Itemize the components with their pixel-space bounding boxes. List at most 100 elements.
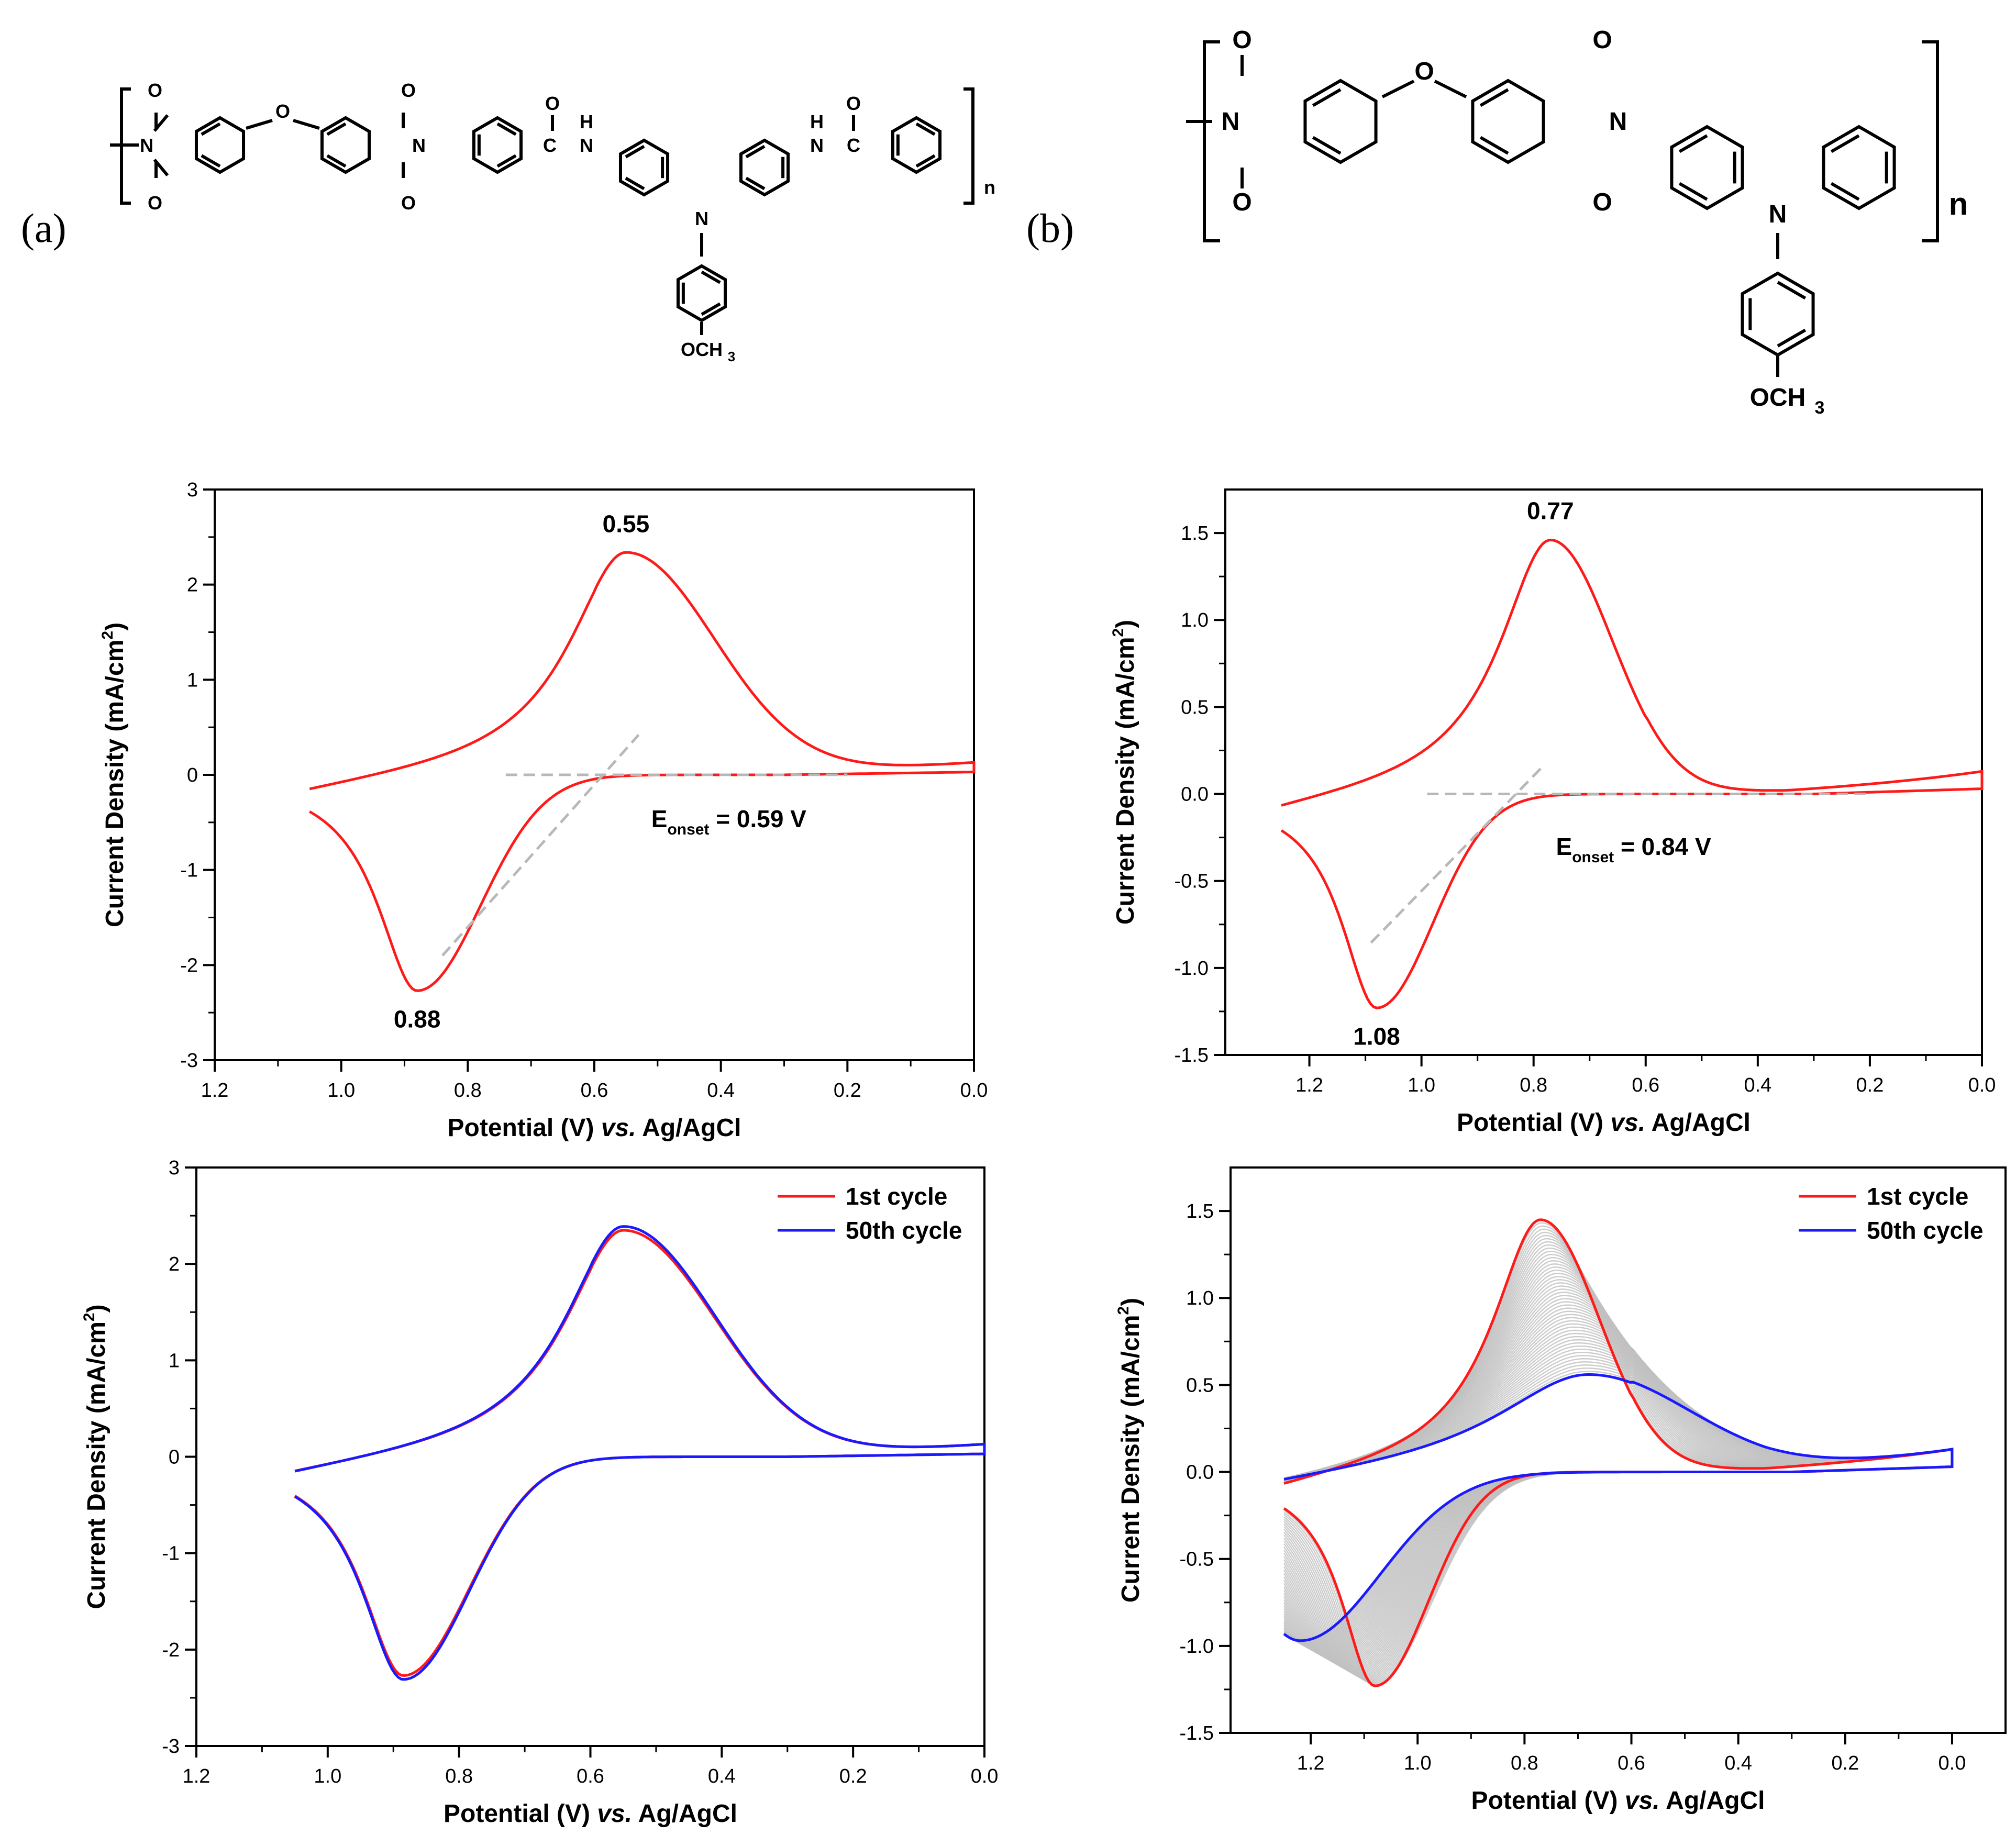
benzene-ring-double-bond	[701, 270, 721, 284]
atom-label: O	[401, 192, 416, 214]
methoxy-group: OCH	[681, 339, 723, 360]
onset-annotation: Eonset = 0.59 V	[651, 805, 806, 838]
plot-frame	[1229, 1166, 2007, 1734]
legend-label: 1st cycle	[1867, 1183, 1968, 1210]
y-tick-label: -0.5	[1175, 871, 1209, 893]
benzene-ring-double-bond	[745, 144, 766, 159]
x-axis-label-part: Potential (V)	[1457, 1109, 1610, 1137]
x-axis-label-part: Ag/AgCl	[1660, 1787, 1765, 1815]
benzene-ring	[1741, 271, 1815, 357]
bond	[1434, 80, 1467, 98]
x-tick-label: 0.0	[1939, 1752, 1966, 1774]
x-axis-label-part: Ag/AgCl	[636, 1114, 741, 1142]
y-tick-label: -1	[180, 860, 198, 882]
x-tick-label: 1.0	[327, 1080, 355, 1102]
methoxy-group: OCH	[1750, 384, 1806, 412]
x-axis-label-part: vs.	[1625, 1787, 1660, 1815]
onset-annotation: Eonset = 0.84 V	[1556, 833, 1711, 866]
y-axis-label: Current Density (mA/cm2)	[1110, 620, 1139, 925]
legend-label: 50th cycle	[1867, 1217, 1983, 1244]
x-axis-label: Potential (V) vs. Ag/AgCl	[1457, 1109, 1751, 1137]
x-tick-label: 1.2	[1297, 1752, 1325, 1774]
y-tick-label: -2	[180, 954, 198, 976]
panel-label-a: (a)	[21, 205, 67, 251]
chart-top-right: 1.2 1.0 0.8 0.6 0.4 0.2 0.0 1.5 1.0 0.5 0.0 -0.5 -1.…	[1110, 488, 1996, 1137]
y-tick-label: -1.0	[1180, 1636, 1214, 1658]
x-axis-label-part: vs.	[1610, 1109, 1645, 1137]
benzene-ring	[618, 138, 670, 197]
atom-label: O	[1592, 188, 1612, 216]
chart-bottom-left: 1.2 1.0 0.8 0.6 0.4 0.2 0.0 3 2 1 0 -1 -2 -3 Potential…	[81, 1157, 998, 1828]
series-line-1st-cycle	[294, 1229, 986, 1677]
benzene-ring-double-bond	[1678, 182, 1708, 201]
x-tick-label: 0.8	[1520, 1074, 1547, 1096]
repeat-n: n	[1949, 186, 1968, 221]
benzene-ring-double-bond	[326, 154, 347, 168]
atom-label: N	[580, 135, 593, 156]
bond	[293, 119, 320, 130]
subscript-3: 3	[1815, 398, 1825, 418]
atom-label: N	[1222, 108, 1240, 136]
y-tick-label: 3	[169, 1157, 180, 1179]
chart-top-left: 1.2 1.0 0.8 0.6 0.4 0.2 0.0 3 2 1 0 -1 -2 -3 Potential…	[99, 479, 988, 1142]
atom-label: N	[810, 135, 824, 156]
x-tick-label: 0.8	[1511, 1752, 1538, 1774]
benzene-ring	[1670, 125, 1744, 210]
benzene-ring-double-bond	[201, 154, 221, 168]
atom-label: O	[545, 93, 560, 114]
x-tick-label: 0.2	[1856, 1074, 1884, 1096]
structure-b-polyimide: n N O O O N O O N OCH 3	[1186, 26, 1968, 418]
x-axis-label-part: Potential (V)	[448, 1114, 601, 1142]
benzene-ring-double-bond	[625, 176, 645, 191]
y-tick-label: 1.0	[1181, 609, 1209, 631]
y-axis-label: Current Density (mA/cm2)	[81, 1304, 110, 1609]
y-tick-label: -1.0	[1175, 958, 1209, 980]
benzene-ring-double-bond	[1312, 136, 1342, 155]
y-tick-label: 0.5	[1181, 696, 1209, 718]
y-tick-label: -2	[162, 1639, 180, 1661]
atom-label: O	[148, 192, 162, 214]
peak-label: 1.08	[1353, 1022, 1400, 1050]
x-tick-label: 1.2	[1295, 1074, 1323, 1096]
benzene-ring-double-bond	[1678, 134, 1708, 153]
x-axis-label: Potential (V) vs. Ag/AgCl	[444, 1800, 737, 1828]
x-tick-label: 0.2	[834, 1080, 861, 1102]
atom-label: N	[1609, 108, 1627, 136]
x-tick-label: 1.2	[201, 1080, 229, 1102]
series-line-50th-cycle	[294, 1225, 986, 1681]
atom-label: O	[1592, 26, 1612, 54]
y-tick-label: 2	[169, 1253, 180, 1275]
benzene-ring-double-bond	[701, 302, 721, 316]
bracket-left	[1203, 40, 1220, 242]
atom-label: O	[1232, 26, 1251, 54]
chart-bottom-right: 1.2 1.0 0.8 0.6 0.4 0.2 0.0 1.5 1.0 0.5 0.0 -0.5 -1.…	[1115, 1166, 2007, 1815]
atom-label: H	[810, 111, 824, 132]
peak-label: 0.77	[1527, 497, 1574, 524]
y-tick-label: 0.0	[1181, 784, 1209, 806]
y-axis-label-part: Current Density (mA/cm	[101, 640, 129, 927]
x-tick-label: 0.4	[1724, 1752, 1752, 1774]
legend-label: 50th cycle	[846, 1217, 962, 1244]
atom-label: N	[412, 135, 426, 156]
repeat-n: n	[984, 176, 995, 198]
x-tick-label: 1.0	[1408, 1074, 1435, 1096]
x-tick-label: 0.8	[445, 1765, 473, 1787]
y-axis-label: Current Density (mA/cm2)	[99, 622, 129, 927]
peak-label: 0.88	[394, 1005, 441, 1032]
onset-annotation-sub: onset	[1572, 849, 1614, 866]
x-tick-label: 0.8	[454, 1080, 482, 1102]
y-tick-label: 0	[187, 764, 198, 786]
y-axis-label: Current Density (mA/cm2)	[1115, 1298, 1145, 1603]
benzene-ring-double-bond	[326, 122, 347, 136]
y-tick-label: 1.5	[1181, 522, 1209, 544]
x-axis-label-part: vs.	[601, 1114, 636, 1142]
y-axis-label-sup: 2	[1110, 628, 1127, 637]
y-axis-label-part: )	[83, 1304, 110, 1313]
y-axis-label-part: Current Density (mA/cm	[1112, 637, 1139, 925]
x-tick-label: 0.6	[1618, 1752, 1645, 1774]
atom-label: O	[148, 80, 162, 101]
benzene-ring	[194, 116, 246, 174]
benzene-ring	[1303, 79, 1378, 164]
benzene-ring-double-bond	[1777, 281, 1807, 300]
